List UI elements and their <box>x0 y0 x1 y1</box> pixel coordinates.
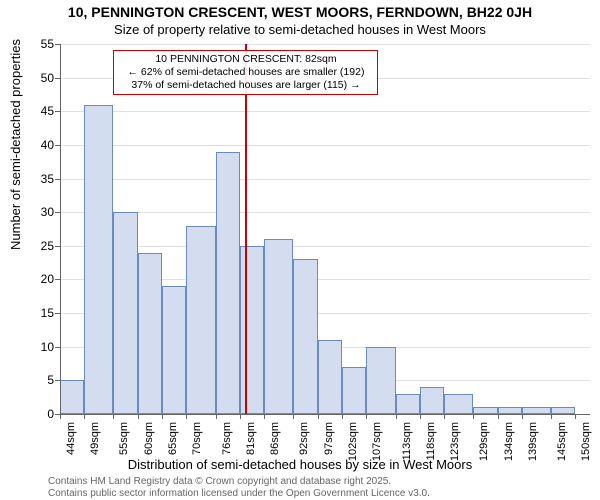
x-tick-mark <box>84 414 85 419</box>
x-tick-mark <box>551 414 552 419</box>
histogram-bar <box>240 246 264 414</box>
annotation-line-2: ← 62% of semi-detached houses are smalle… <box>118 66 373 79</box>
x-tick-mark <box>366 414 367 419</box>
y-tick-label: 15 <box>24 306 54 320</box>
gridline <box>60 111 590 112</box>
chart-title-main: 10, PENNINGTON CRESCENT, WEST MOORS, FER… <box>0 4 600 20</box>
x-tick-mark <box>216 414 217 419</box>
plot-area: 051015202530354045505544sqm49sqm55sqm60s… <box>60 44 590 414</box>
histogram-bar <box>444 394 473 414</box>
y-tick-label: 40 <box>24 138 54 152</box>
x-tick-mark <box>396 414 397 419</box>
gridline <box>60 179 590 180</box>
gridline <box>60 145 590 146</box>
x-tick-mark <box>293 414 294 419</box>
y-tick-label: 35 <box>24 172 54 186</box>
histogram-bar <box>216 152 240 414</box>
histogram-bar <box>420 387 444 414</box>
histogram-bar <box>522 407 551 414</box>
y-tick-label: 45 <box>24 104 54 118</box>
annotation-line-1: 10 PENNINGTON CRESCENT: 82sqm <box>118 53 373 66</box>
chart-footer: Contains HM Land Registry data © Crown c… <box>48 476 430 500</box>
y-axis-line <box>60 44 61 414</box>
x-tick-mark <box>473 414 474 419</box>
x-tick-mark <box>162 414 163 419</box>
x-tick-mark <box>444 414 445 419</box>
histogram-bar <box>342 367 366 414</box>
x-axis-line <box>60 414 590 415</box>
x-tick-mark <box>240 414 241 419</box>
footer-line-1: Contains HM Land Registry data © Crown c… <box>48 476 430 488</box>
histogram-bar <box>318 340 342 414</box>
histogram-bar <box>551 407 575 414</box>
histogram-bar <box>366 347 395 414</box>
x-tick-mark <box>420 414 421 419</box>
histogram-bar <box>162 286 186 414</box>
y-tick-label: 30 <box>24 205 54 219</box>
x-tick-mark <box>318 414 319 419</box>
x-tick-mark <box>342 414 343 419</box>
annotation-line-3: 37% of semi-detached houses are larger (… <box>118 79 373 92</box>
histogram-bar <box>138 253 162 414</box>
y-tick-label: 10 <box>24 340 54 354</box>
x-tick-mark <box>60 414 61 419</box>
histogram-bar <box>498 407 522 414</box>
y-tick-label: 5 <box>24 373 54 387</box>
annotation-box: 10 PENNINGTON CRESCENT: 82sqm← 62% of se… <box>113 50 378 95</box>
chart-container: 10, PENNINGTON CRESCENT, WEST MOORS, FER… <box>0 0 600 500</box>
x-tick-mark <box>522 414 523 419</box>
x-tick-mark <box>186 414 187 419</box>
gridline <box>60 212 590 213</box>
property-marker-line <box>245 44 247 414</box>
histogram-bar <box>60 380 84 414</box>
histogram-bar <box>396 394 420 414</box>
x-tick-mark <box>113 414 114 419</box>
histogram-bar <box>473 407 497 414</box>
histogram-bar <box>186 226 215 414</box>
x-axis-label: Distribution of semi-detached houses by … <box>0 457 600 472</box>
y-tick-label: 50 <box>24 71 54 85</box>
chart-title-sub: Size of property relative to semi-detach… <box>0 22 600 37</box>
histogram-bar <box>293 259 317 414</box>
x-tick-mark <box>498 414 499 419</box>
x-tick-mark <box>575 414 576 419</box>
footer-line-2: Contains public sector information licen… <box>48 488 430 500</box>
gridline <box>60 246 590 247</box>
y-tick-label: 55 <box>24 37 54 51</box>
y-axis-label: Number of semi-detached properties <box>8 39 23 250</box>
gridline <box>60 44 590 45</box>
histogram-bar <box>113 212 137 414</box>
y-tick-label: 0 <box>24 407 54 421</box>
histogram-bar <box>84 105 113 414</box>
x-tick-mark <box>264 414 265 419</box>
y-tick-label: 25 <box>24 239 54 253</box>
x-tick-mark <box>138 414 139 419</box>
y-tick-label: 20 <box>24 272 54 286</box>
histogram-bar <box>264 239 293 414</box>
